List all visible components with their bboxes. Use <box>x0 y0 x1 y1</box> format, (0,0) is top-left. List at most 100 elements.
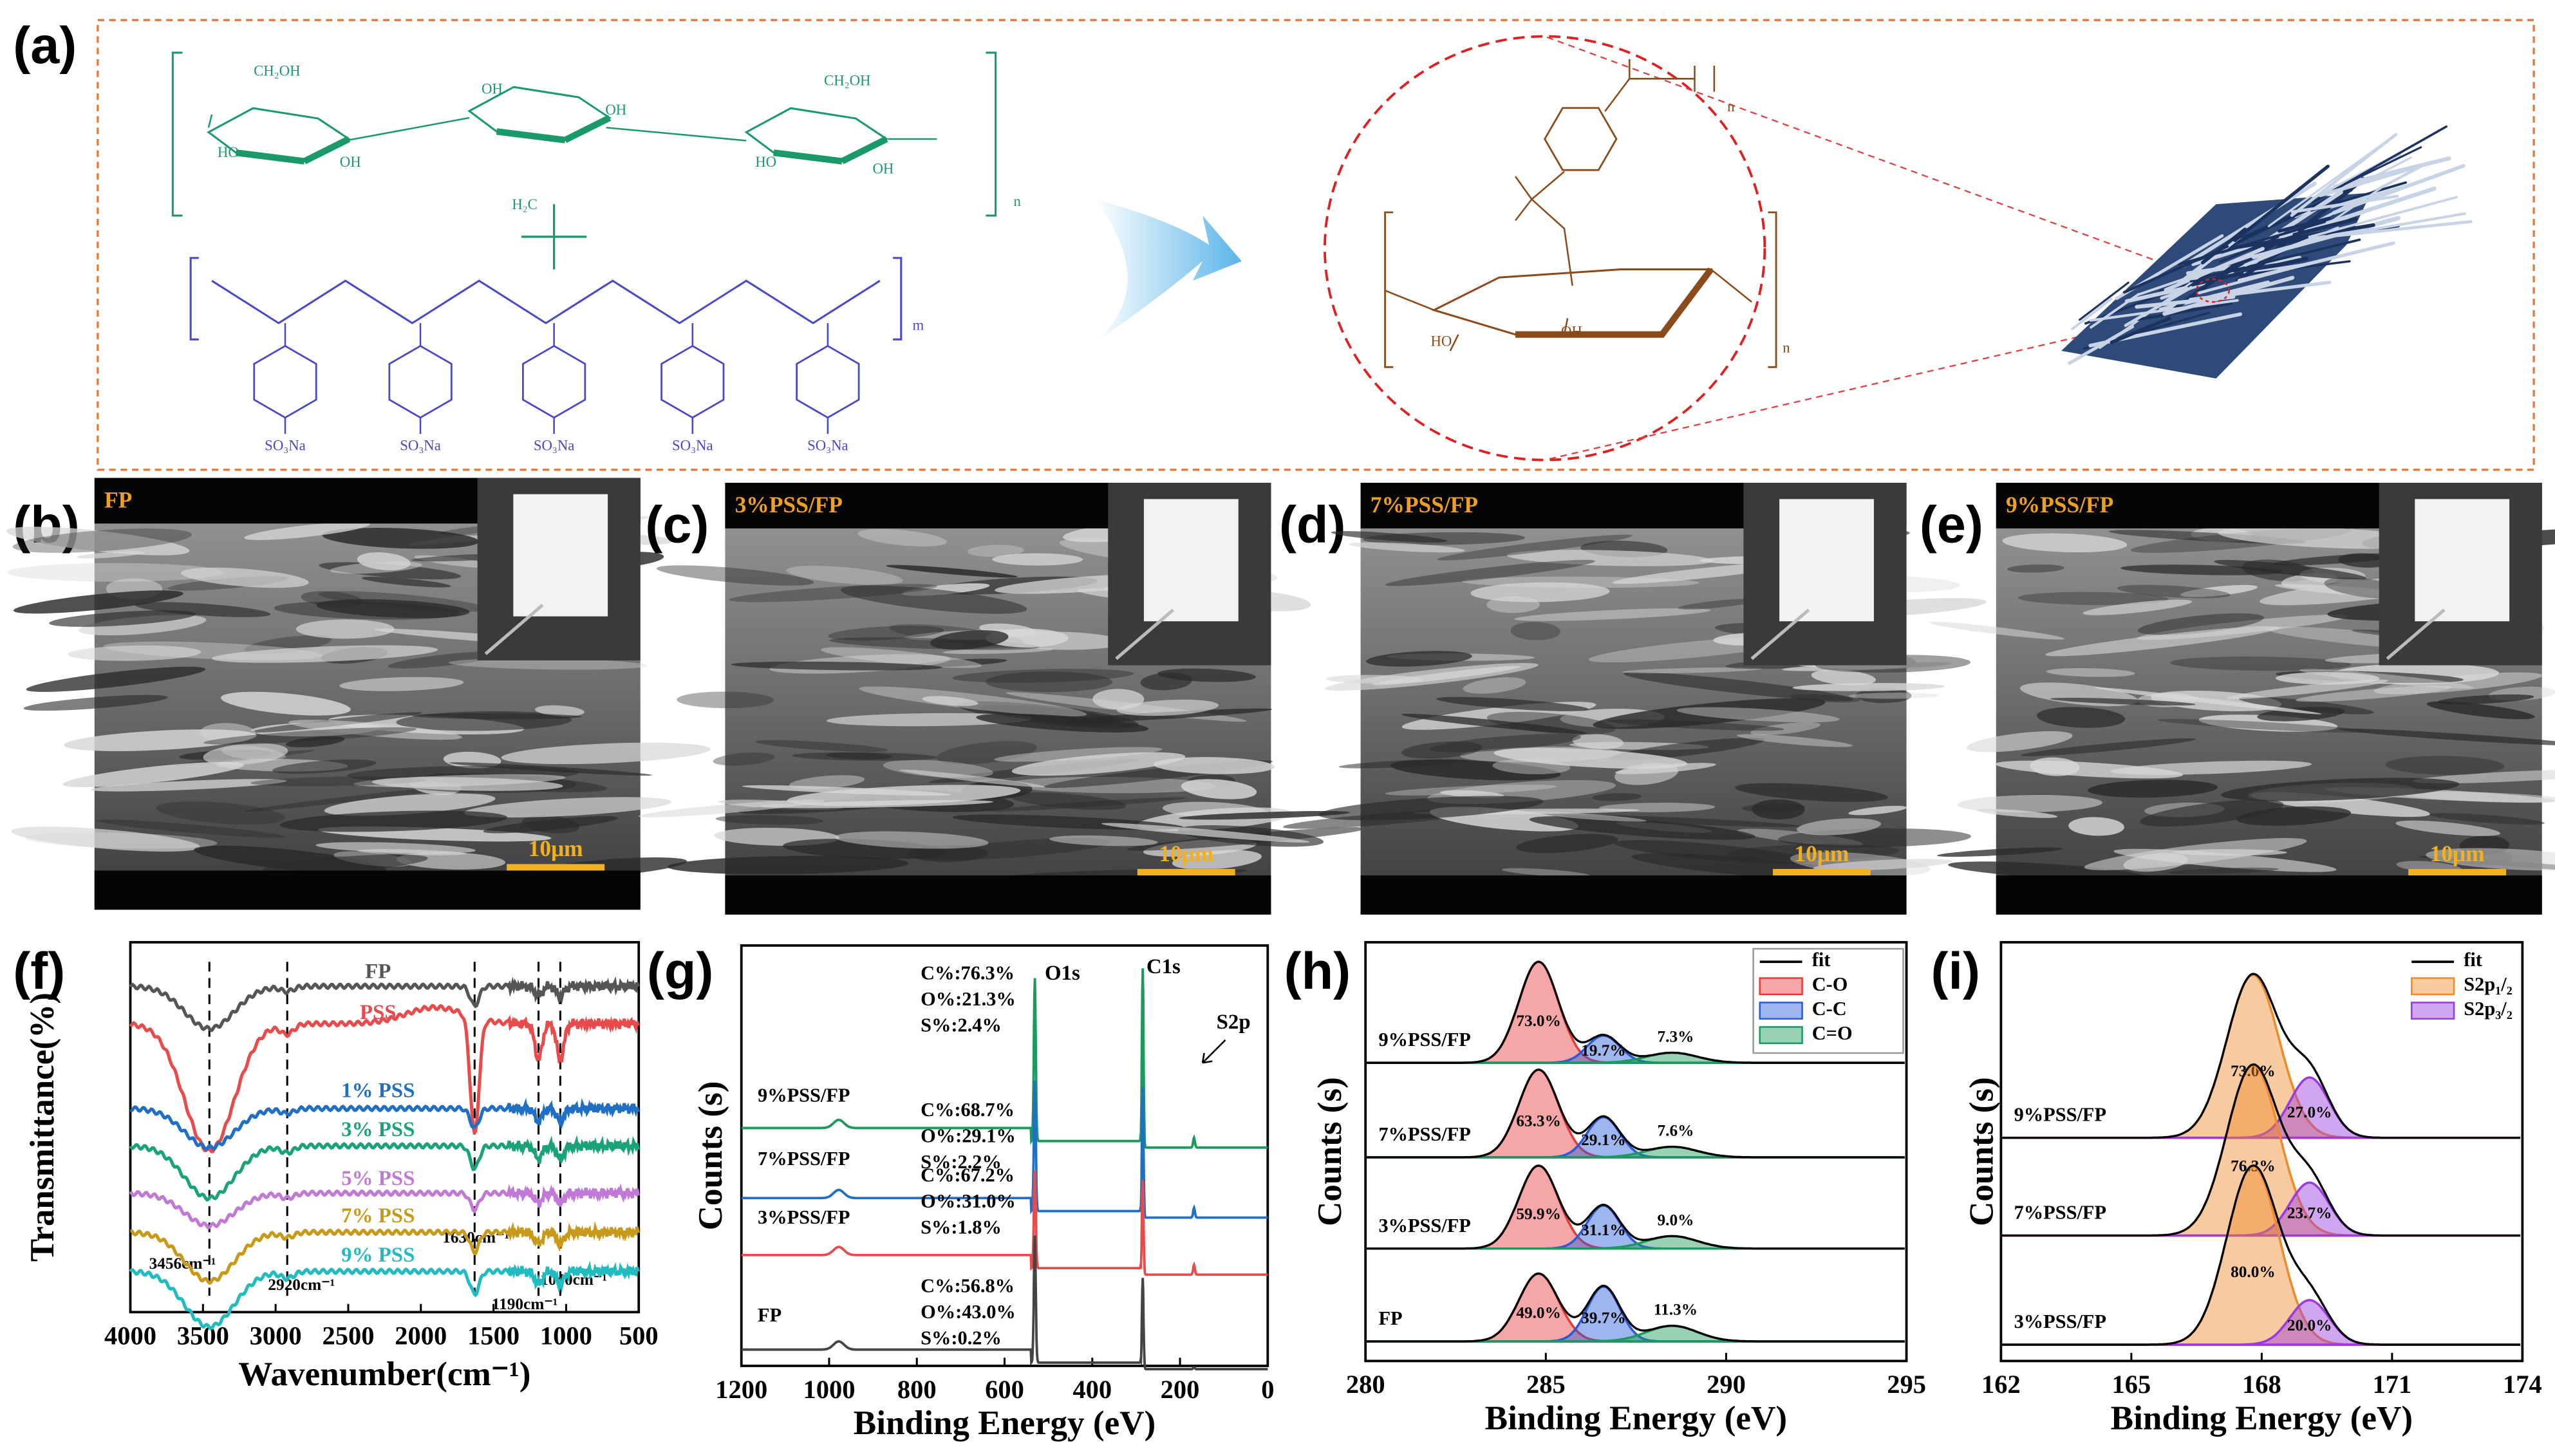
fiber-texture <box>272 759 377 774</box>
fit-line <box>1365 1164 1905 1250</box>
fiber-texture <box>1613 840 1810 864</box>
fiber-texture <box>1349 542 1465 553</box>
legend-label: PSS <box>360 1001 397 1024</box>
repeat-unit: n <box>1727 98 1735 115</box>
fiber-texture <box>2094 687 2322 714</box>
fiber-texture <box>2021 738 2196 756</box>
fiber-texture <box>1735 783 1888 802</box>
tweezer <box>1115 608 1175 660</box>
fiber-texture <box>828 626 944 640</box>
fiber-texture <box>1510 622 1560 640</box>
bracket <box>986 51 997 217</box>
fiber-texture <box>1678 599 1757 610</box>
fiber-texture <box>339 677 464 691</box>
scale-bar <box>1137 868 1235 876</box>
sample-name: FP <box>1378 1307 1402 1329</box>
fiber <box>2292 217 2358 237</box>
fiber-texture <box>1401 741 1483 759</box>
legend-label: S2p₁/₂ <box>2464 973 2513 995</box>
legend-label: S2p₃/₂ <box>2464 998 2513 1020</box>
fiber-texture <box>986 628 1069 648</box>
fiber-texture <box>1811 669 1876 686</box>
fiber-texture <box>1181 779 1257 799</box>
arrow <box>1201 1039 1226 1064</box>
composition: O%:21.3% <box>921 988 1016 1010</box>
fiber <box>2308 196 2458 238</box>
spectrum <box>130 1221 640 1285</box>
composition: S%:0.2% <box>921 1327 1002 1349</box>
zoom-ellipse <box>1324 35 1766 462</box>
fiber-texture <box>324 793 496 816</box>
fiber-texture <box>992 553 1083 566</box>
peak-label: 1190cm⁻¹ <box>492 1295 557 1313</box>
composition: C%:76.3% <box>921 962 1015 984</box>
sem-bottom-bar <box>94 870 641 910</box>
fiber-texture <box>318 591 490 612</box>
chem-label: HO <box>755 154 776 170</box>
fiber-texture <box>1741 803 1806 812</box>
x-axis-title: Wavenumber(cm⁻¹) <box>238 1356 530 1393</box>
fiber-texture <box>244 521 370 540</box>
benzene <box>253 344 317 419</box>
fiber <box>2110 316 2172 344</box>
ring-bold-edge <box>303 136 351 165</box>
fiber-texture <box>1011 752 1186 776</box>
fiber-texture <box>23 695 168 711</box>
fiber-texture <box>2437 694 2534 705</box>
bonds <box>1385 268 1752 351</box>
glycosidic-bond <box>606 126 747 142</box>
fiber-texture <box>2429 813 2545 825</box>
x-tick-label: 165 <box>2112 1370 2151 1399</box>
fiber-texture <box>361 576 451 588</box>
value-label: 7.6% <box>1658 1122 1694 1140</box>
fiber-texture <box>95 819 287 838</box>
fiber-texture <box>2412 769 2555 783</box>
process-arrow <box>1095 199 1242 343</box>
fiber-texture <box>1362 532 1526 545</box>
value-label: 7.3% <box>1658 1027 1694 1045</box>
fiber-texture <box>1338 759 1469 769</box>
fit-line <box>1365 1272 1905 1343</box>
sample-name: 7%PSS/FP <box>1378 1123 1470 1145</box>
fiber-texture <box>1401 713 1587 734</box>
fiber-texture <box>2046 667 2135 677</box>
scale-text: 10μm <box>2430 841 2485 866</box>
fiber-texture <box>1605 719 1784 731</box>
fiber-texture <box>713 752 775 766</box>
bracket <box>893 257 903 341</box>
x-tick-label: 162 <box>1981 1370 2021 1399</box>
fiber-texture <box>64 729 257 751</box>
component-peak <box>1365 1285 1905 1343</box>
value-label: 39.7% <box>1581 1309 1626 1327</box>
legend-swatch <box>2410 977 2455 996</box>
value-label: 31.1% <box>1581 1221 1626 1239</box>
fiber <box>2089 299 2239 322</box>
fiber <box>2205 238 2361 278</box>
spectrum <box>741 968 1268 1149</box>
fiber-texture <box>221 745 286 761</box>
fiber-texture <box>13 590 183 614</box>
component-peak <box>1365 1272 1905 1343</box>
fiber-texture <box>6 563 225 582</box>
glycosidic-bond <box>345 117 470 142</box>
fiber-texture <box>2239 696 2374 714</box>
sample-name: 3%PSS/FP <box>758 1206 850 1228</box>
ring-bold-edge <box>235 149 305 165</box>
fiber-texture <box>2385 756 2505 775</box>
chem-label: CH₂OH <box>824 73 870 89</box>
spectrum <box>741 1080 1268 1219</box>
fiber-texture <box>2395 820 2500 836</box>
sample-name: 7%PSS/FP <box>2014 1202 2106 1224</box>
fiber-texture <box>1440 790 1504 798</box>
peak-label: C1s <box>1146 955 1181 978</box>
fiber-texture <box>715 815 824 825</box>
fiber <box>2200 227 2247 265</box>
chem-label: OH <box>482 80 503 97</box>
fiber-texture <box>2180 584 2258 597</box>
fit-line <box>1365 1069 1905 1159</box>
fiber-texture <box>1366 651 1472 667</box>
fiber-texture <box>930 630 1009 650</box>
chem-label: SO₃Na <box>400 438 441 454</box>
fiber-texture <box>787 785 1021 807</box>
fiber-texture <box>535 705 585 716</box>
